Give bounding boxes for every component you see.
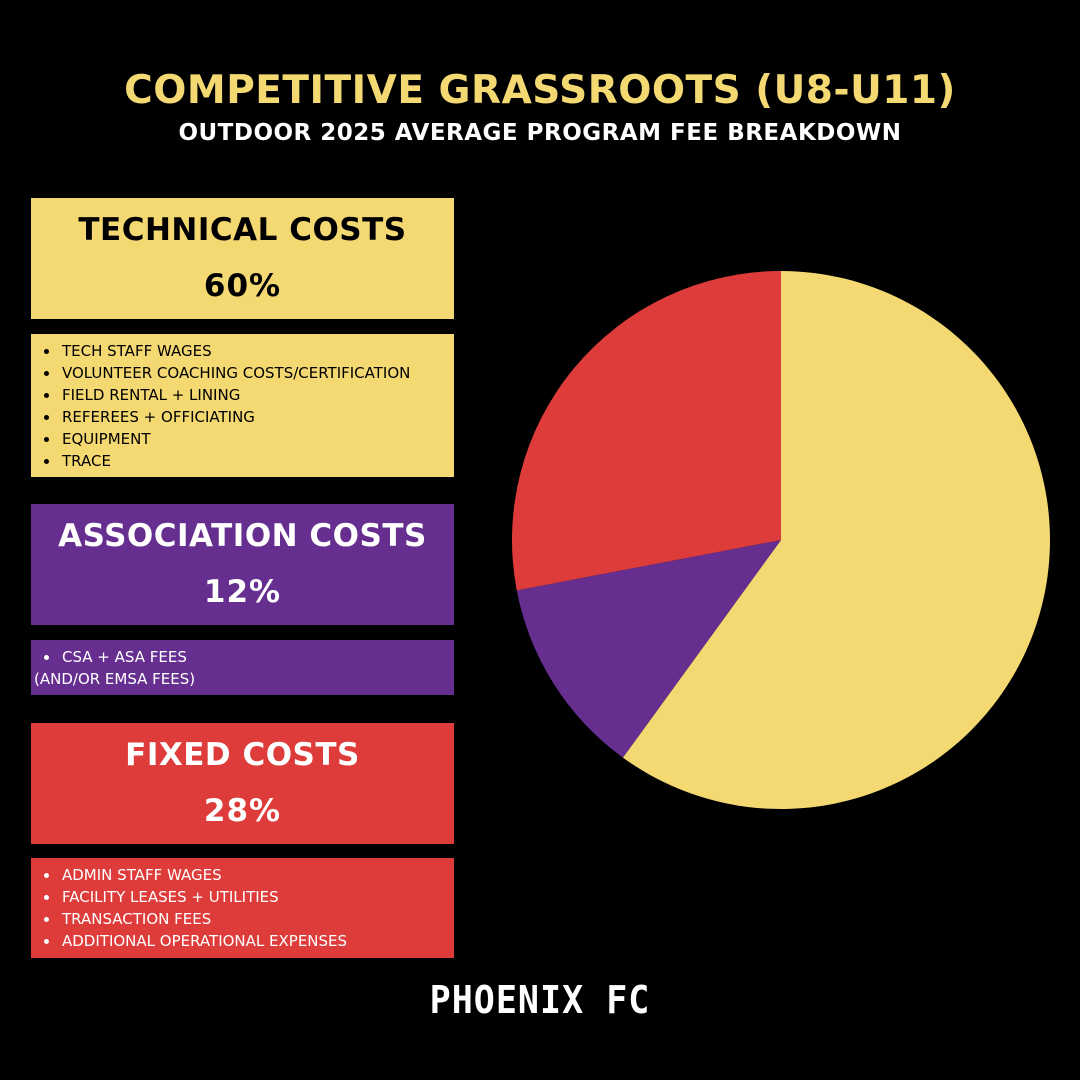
pie-slice-fixed-costs — [512, 271, 781, 591]
page-subtitle: OUTDOOR 2025 AVERAGE PROGRAM FEE BREAKDO… — [178, 120, 902, 146]
list-item: TECH STAFF WAGES — [31, 340, 454, 362]
fixed-costs-label: FIXED COSTS — [125, 737, 360, 773]
pie-slice-association-costs — [516, 540, 781, 758]
association-costs-percent: 12% — [203, 574, 282, 610]
association-costs-header: ASSOCIATION COSTS 12% — [31, 504, 454, 625]
list-item: FIELD RENTAL + LINING — [31, 384, 454, 406]
pie-slice-technical-costs — [622, 271, 1050, 809]
technical-costs-list: TECH STAFF WAGES VOLUNTEER COACHING COST… — [31, 334, 454, 477]
list-item: ADMIN STAFF WAGES — [31, 864, 454, 886]
list-item: TRACE — [31, 450, 454, 472]
list-item: CSA + ASA FEES — [31, 646, 454, 668]
fixed-costs-list: ADMIN STAFF WAGES FACILITY LEASES + UTIL… — [31, 858, 454, 958]
phoenix-fc-logo: PHOENIX FC — [429, 979, 651, 1023]
pie-chart-svg — [512, 271, 1050, 809]
technical-costs-percent: 60% — [203, 268, 282, 304]
list-item: ADDITIONAL OPERATIONAL EXPENSES — [31, 930, 454, 952]
fixed-costs-percent: 28% — [203, 793, 282, 829]
association-costs-label: ASSOCIATION COSTS — [58, 518, 427, 554]
page-title: COMPETITIVE GRASSROOTS (U8-U11) — [124, 68, 956, 113]
list-item: TRANSACTION FEES — [31, 908, 454, 930]
association-costs-list: CSA + ASA FEES (AND/OR EMSA FEES) — [31, 640, 454, 695]
technical-costs-label: TECHNICAL COSTS — [78, 212, 407, 248]
technical-costs-header: TECHNICAL COSTS 60% — [31, 198, 454, 319]
fixed-costs-header: FIXED COSTS 28% — [31, 723, 454, 844]
pie-chart — [511, 270, 1051, 810]
list-item-continuation: (AND/OR EMSA FEES) — [34, 670, 196, 688]
list-item: VOLUNTEER COACHING COSTS/CERTIFICATION — [31, 362, 454, 384]
list-item: EQUIPMENT — [31, 428, 454, 450]
list-item: REFEREES + OFFICIATING — [31, 406, 454, 428]
list-item: FACILITY LEASES + UTILITIES — [31, 886, 454, 908]
